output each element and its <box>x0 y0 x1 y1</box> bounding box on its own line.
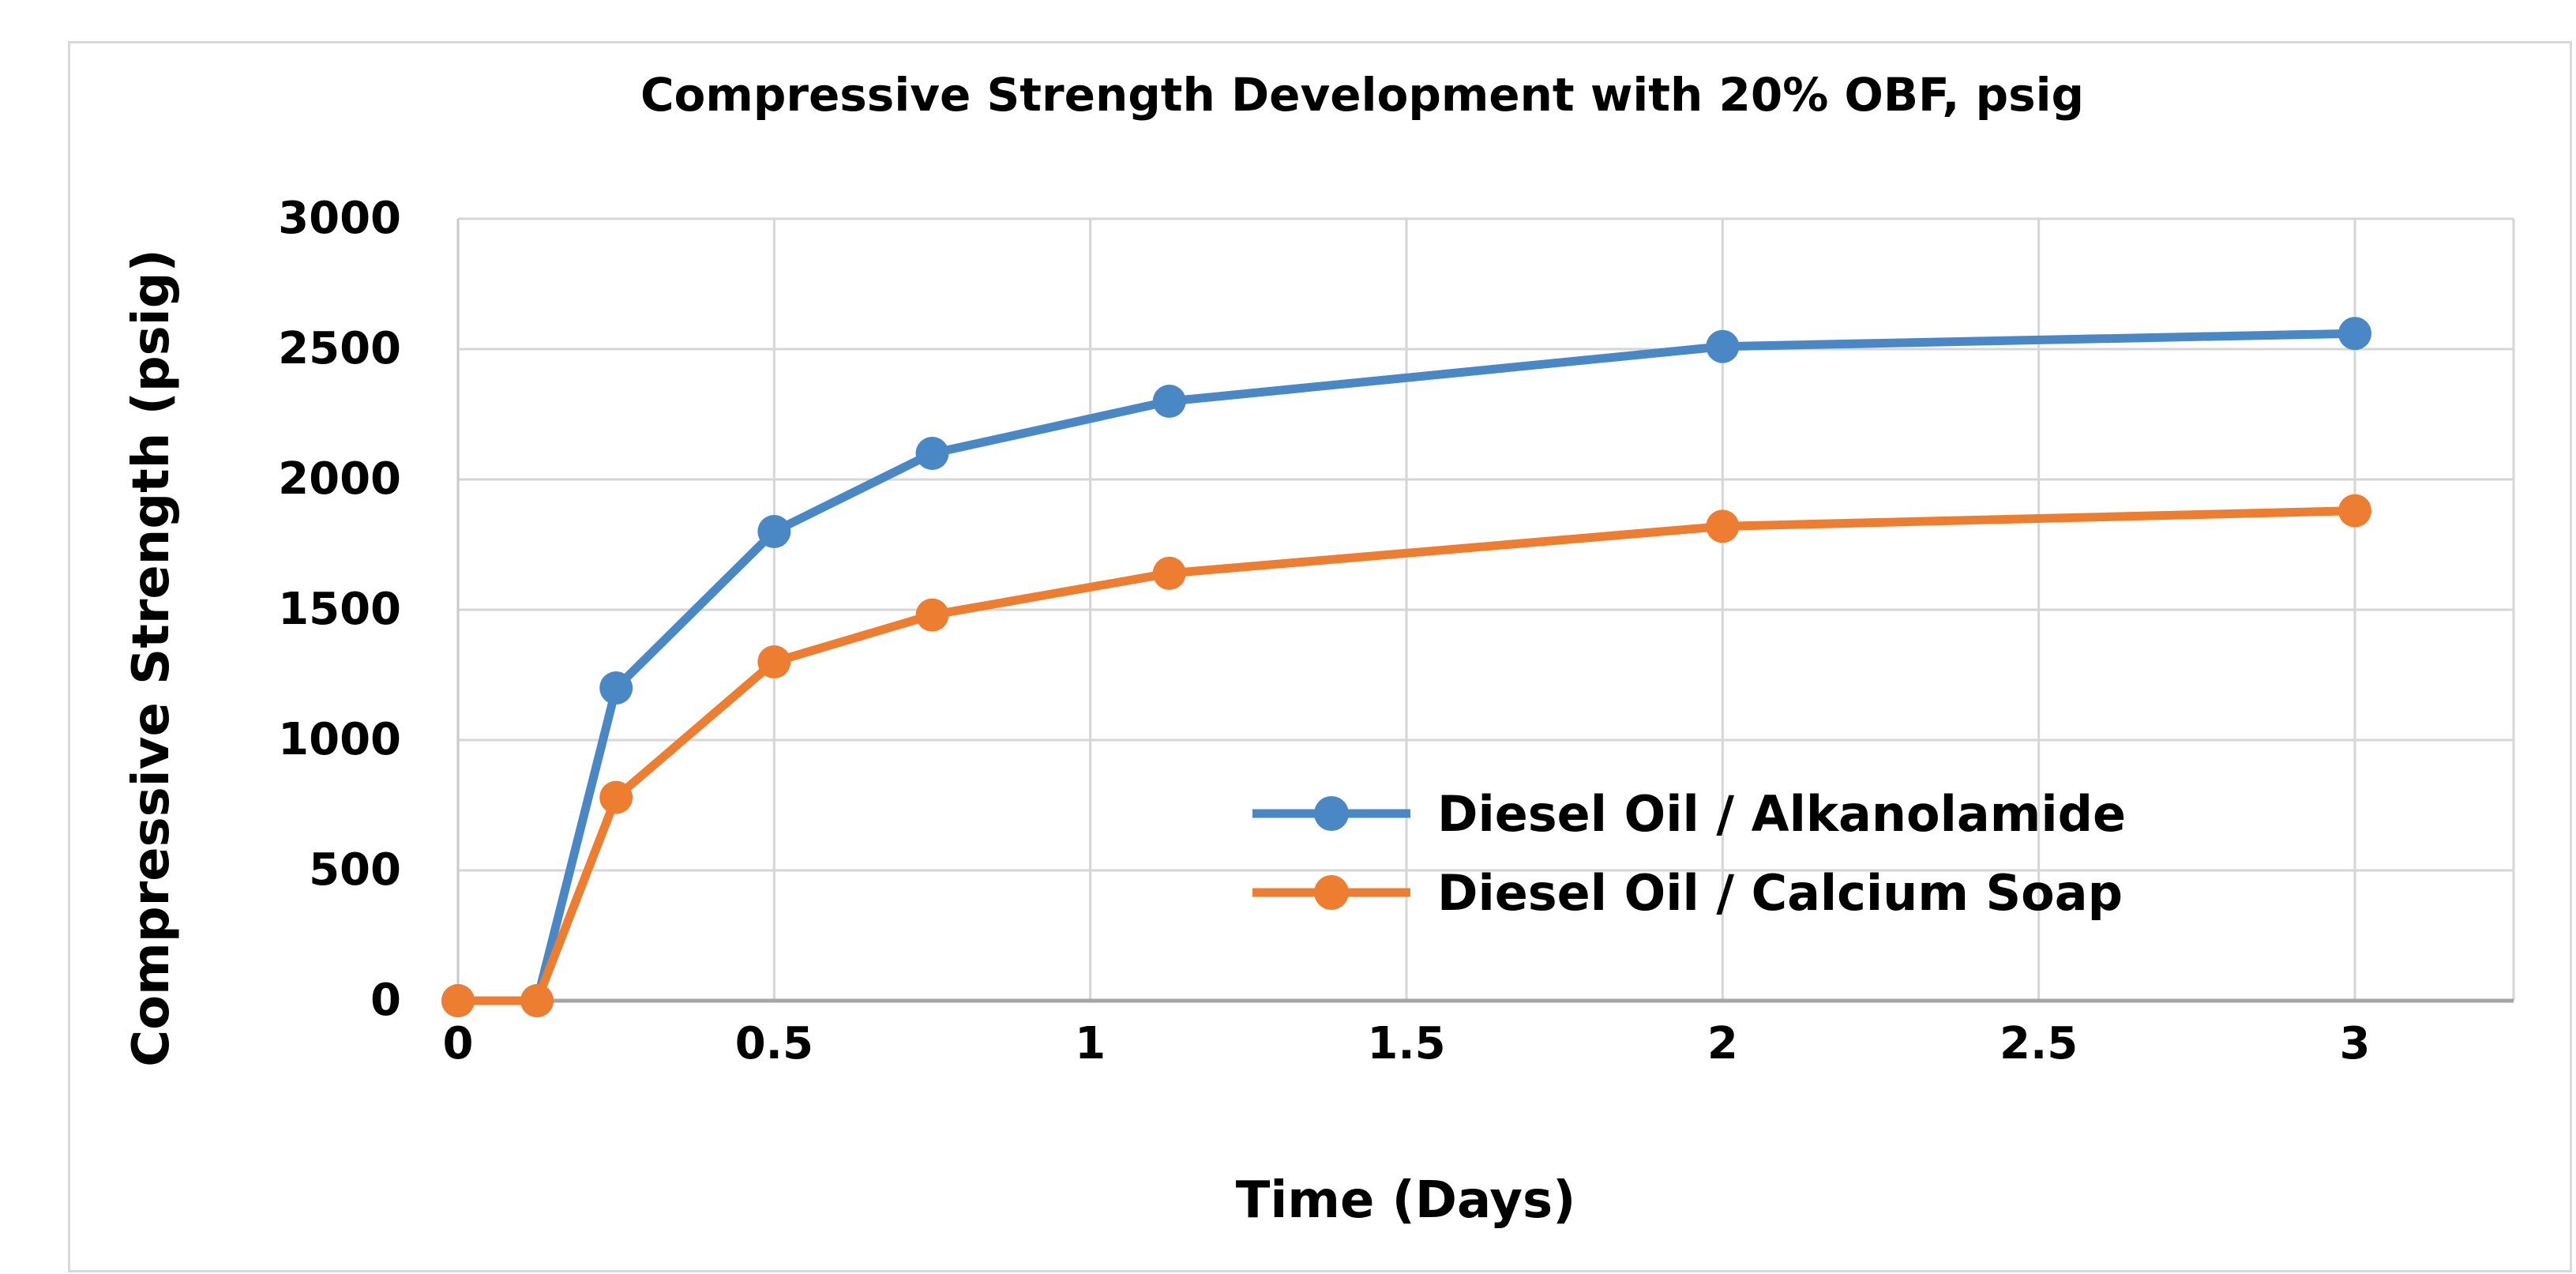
series-line-0 <box>453 329 2360 1005</box>
legend-point-icon <box>1314 875 1349 910</box>
legend-item: Diesel Oil / Alkanolamide <box>1252 774 2126 853</box>
data-point-series-0 <box>757 515 791 548</box>
y-tick-label: 1000 <box>278 714 401 765</box>
data-point-series-1 <box>520 984 554 1017</box>
data-point-series-0 <box>599 671 633 705</box>
legend-point-icon <box>1314 796 1349 831</box>
x-tick-label: 0.5 <box>734 1018 813 1069</box>
chart-border <box>68 41 2572 1272</box>
x-tick-label: 1.5 <box>1367 1018 1446 1069</box>
y-tick-label: 1500 <box>278 584 401 635</box>
legend-marker-icon <box>1252 875 1410 910</box>
data-point-series-1 <box>599 780 633 814</box>
x-tick-label: 1 <box>1075 1018 1106 1069</box>
data-point-series-1 <box>1706 509 1740 543</box>
data-point-series-1 <box>441 984 475 1017</box>
x-tick-label: 0 <box>442 1018 474 1069</box>
data-point-series-0 <box>2338 317 2371 351</box>
legend-item: Diesel Oil / Calcium Soap <box>1252 853 2126 932</box>
legend-label: Diesel Oil / Calcium Soap <box>1437 863 2123 922</box>
y-tick-label: 500 <box>309 844 401 896</box>
y-tick-label: 3000 <box>278 193 401 244</box>
data-point-series-1 <box>1152 556 1186 590</box>
x-tick-label: 2 <box>1707 1018 1738 1069</box>
y-tick-label: 2000 <box>278 453 401 505</box>
data-point-series-1 <box>915 598 949 632</box>
legend-label: Diesel Oil / Alkanolamide <box>1437 784 2126 843</box>
chart-title: Compressive Strength Development with 20… <box>640 68 2085 122</box>
data-point-series-0 <box>1706 329 1740 363</box>
series-line-1 <box>453 506 2360 1005</box>
x-axis-title: Time (Days) <box>1235 1171 1576 1230</box>
x-tick-label: 2.5 <box>2000 1018 2078 1069</box>
data-point-series-0 <box>915 437 949 470</box>
data-point-series-1 <box>2338 494 2371 528</box>
y-tick-label: 0 <box>370 975 401 1026</box>
data-point-series-0 <box>1152 385 1186 418</box>
legend: Diesel Oil / Alkanolamide Diesel Oil / Ca… <box>1252 774 2126 932</box>
legend-marker-icon <box>1252 796 1410 831</box>
data-point-series-1 <box>757 645 791 678</box>
x-tick-label: 3 <box>2339 1018 2371 1069</box>
y-tick-label: 2500 <box>278 323 401 374</box>
